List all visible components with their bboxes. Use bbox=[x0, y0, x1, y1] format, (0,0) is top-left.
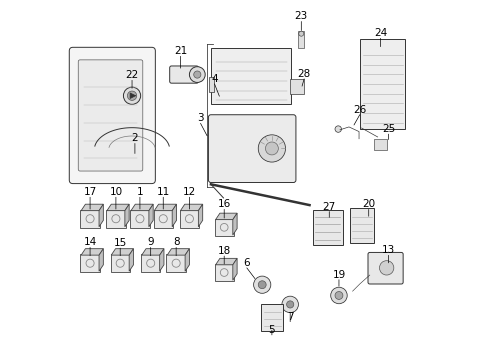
Circle shape bbox=[258, 281, 266, 289]
Text: 8: 8 bbox=[173, 237, 179, 247]
FancyBboxPatch shape bbox=[78, 60, 143, 171]
Polygon shape bbox=[99, 204, 103, 227]
FancyBboxPatch shape bbox=[106, 210, 125, 228]
FancyBboxPatch shape bbox=[298, 31, 304, 48]
FancyBboxPatch shape bbox=[209, 77, 214, 93]
FancyBboxPatch shape bbox=[69, 47, 155, 184]
Circle shape bbox=[331, 287, 347, 304]
Polygon shape bbox=[216, 213, 237, 220]
Polygon shape bbox=[149, 204, 153, 227]
FancyBboxPatch shape bbox=[350, 208, 374, 243]
Circle shape bbox=[266, 142, 278, 155]
Polygon shape bbox=[131, 204, 153, 211]
FancyBboxPatch shape bbox=[170, 66, 198, 83]
Polygon shape bbox=[180, 204, 203, 211]
Polygon shape bbox=[81, 204, 103, 211]
Circle shape bbox=[254, 276, 271, 293]
FancyBboxPatch shape bbox=[215, 264, 234, 281]
FancyBboxPatch shape bbox=[153, 210, 173, 228]
FancyBboxPatch shape bbox=[141, 255, 160, 272]
Text: 1: 1 bbox=[137, 187, 143, 197]
Circle shape bbox=[127, 91, 137, 100]
Polygon shape bbox=[142, 249, 164, 255]
Text: 26: 26 bbox=[353, 105, 367, 115]
Polygon shape bbox=[160, 249, 164, 271]
FancyBboxPatch shape bbox=[111, 255, 130, 272]
Text: 17: 17 bbox=[83, 187, 97, 197]
FancyBboxPatch shape bbox=[180, 210, 199, 228]
Text: 7: 7 bbox=[287, 312, 294, 321]
Polygon shape bbox=[198, 204, 203, 227]
Text: 5: 5 bbox=[269, 325, 275, 335]
FancyBboxPatch shape bbox=[80, 210, 100, 228]
Text: 16: 16 bbox=[218, 199, 231, 210]
Circle shape bbox=[379, 261, 394, 275]
FancyBboxPatch shape bbox=[167, 255, 186, 272]
Text: 9: 9 bbox=[147, 237, 154, 247]
Text: 4: 4 bbox=[211, 74, 218, 84]
Polygon shape bbox=[167, 249, 190, 255]
Text: 3: 3 bbox=[197, 113, 204, 123]
FancyBboxPatch shape bbox=[374, 139, 387, 150]
Polygon shape bbox=[99, 249, 103, 271]
Polygon shape bbox=[125, 204, 129, 227]
Circle shape bbox=[190, 67, 205, 82]
Text: 13: 13 bbox=[382, 245, 395, 255]
Circle shape bbox=[123, 87, 141, 104]
Text: 24: 24 bbox=[374, 28, 387, 39]
Text: 15: 15 bbox=[114, 238, 127, 248]
FancyBboxPatch shape bbox=[130, 210, 149, 228]
Circle shape bbox=[258, 135, 286, 162]
Circle shape bbox=[335, 126, 342, 132]
FancyBboxPatch shape bbox=[80, 255, 100, 272]
Polygon shape bbox=[154, 204, 176, 211]
FancyBboxPatch shape bbox=[208, 115, 296, 183]
Text: 21: 21 bbox=[174, 46, 187, 56]
Text: 18: 18 bbox=[218, 246, 231, 256]
FancyBboxPatch shape bbox=[290, 79, 304, 94]
Text: 12: 12 bbox=[183, 187, 196, 197]
FancyBboxPatch shape bbox=[313, 210, 343, 245]
Text: 19: 19 bbox=[332, 270, 345, 280]
Text: 14: 14 bbox=[83, 237, 97, 247]
Polygon shape bbox=[129, 249, 133, 271]
Text: 25: 25 bbox=[382, 124, 395, 134]
Text: 20: 20 bbox=[362, 199, 375, 210]
Circle shape bbox=[287, 301, 294, 308]
Circle shape bbox=[282, 296, 298, 313]
Text: 23: 23 bbox=[294, 12, 308, 22]
FancyBboxPatch shape bbox=[215, 219, 234, 236]
Polygon shape bbox=[111, 249, 133, 255]
Text: 27: 27 bbox=[322, 202, 336, 212]
Polygon shape bbox=[172, 204, 176, 227]
Circle shape bbox=[194, 71, 201, 78]
Text: 22: 22 bbox=[125, 70, 139, 80]
Polygon shape bbox=[81, 249, 103, 255]
Text: 11: 11 bbox=[157, 187, 170, 197]
Polygon shape bbox=[233, 258, 237, 280]
Circle shape bbox=[335, 292, 343, 300]
FancyBboxPatch shape bbox=[261, 304, 283, 331]
Polygon shape bbox=[185, 249, 190, 271]
Polygon shape bbox=[216, 258, 237, 265]
FancyBboxPatch shape bbox=[368, 252, 403, 284]
Text: 28: 28 bbox=[297, 69, 311, 79]
Text: 10: 10 bbox=[109, 187, 122, 197]
FancyBboxPatch shape bbox=[211, 48, 291, 104]
Polygon shape bbox=[107, 204, 129, 211]
Text: 2: 2 bbox=[132, 134, 138, 143]
Circle shape bbox=[299, 31, 304, 36]
Polygon shape bbox=[233, 213, 237, 235]
FancyBboxPatch shape bbox=[360, 39, 405, 130]
Text: 6: 6 bbox=[244, 258, 250, 268]
